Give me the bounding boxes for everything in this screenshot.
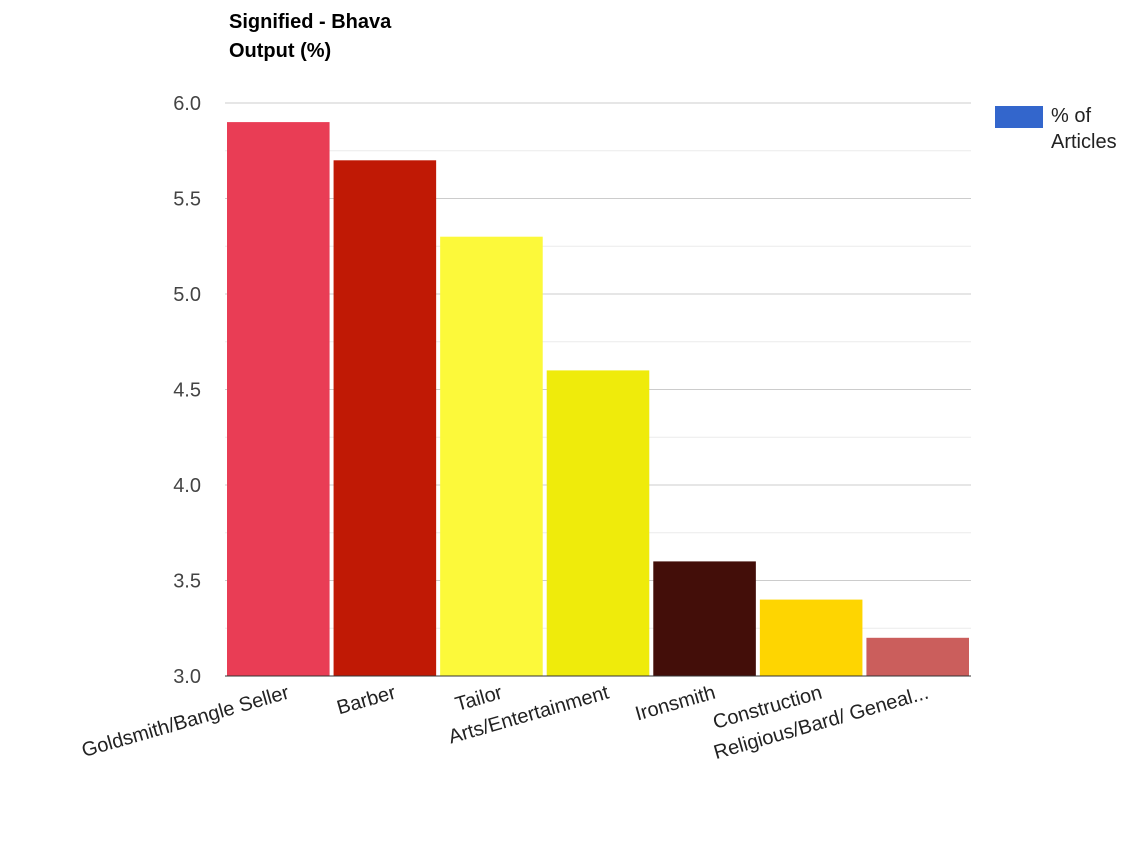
bar[interactable] bbox=[227, 122, 330, 677]
y-tick-label: 3.5 bbox=[173, 571, 201, 593]
x-category-label: Goldsmith/Bangle Seller bbox=[79, 682, 292, 762]
x-category-label: Barber bbox=[334, 682, 398, 720]
chart-title: Signified - Bhava Output (%) bbox=[229, 8, 391, 66]
y-tick-label: 5.5 bbox=[173, 189, 201, 211]
legend-swatch bbox=[995, 106, 1043, 128]
legend: % of Articles bbox=[995, 103, 1137, 155]
chart-title-line-2: Output (%) bbox=[229, 40, 332, 62]
bar[interactable] bbox=[440, 236, 543, 676]
y-tick-label: 6.0 bbox=[173, 93, 201, 115]
bar[interactable] bbox=[333, 160, 437, 677]
bar[interactable] bbox=[653, 561, 756, 676]
bar[interactable] bbox=[866, 637, 969, 676]
y-axis-ticks: 3.0 3.5 4.0 4.5 5.0 5.5 6.0 bbox=[173, 93, 201, 688]
x-axis-labels: Goldsmith/Bangle Seller Barber TailorArts/… bbox=[79, 682, 931, 765]
y-tick-label: 4.5 bbox=[173, 380, 201, 402]
bar[interactable] bbox=[759, 599, 863, 676]
chart-title-line-1: Signified - Bhava bbox=[229, 11, 392, 33]
y-tick-label: 5.0 bbox=[173, 284, 201, 306]
legend-label: % of Articles bbox=[1051, 105, 1117, 153]
bars bbox=[227, 122, 969, 677]
y-tick-label: 4.0 bbox=[173, 475, 201, 497]
x-category-label: Ironsmith bbox=[633, 682, 718, 726]
x-category-label: Tailor bbox=[453, 682, 505, 716]
bar[interactable] bbox=[546, 370, 650, 676]
y-tick-label: 3.0 bbox=[173, 666, 201, 688]
